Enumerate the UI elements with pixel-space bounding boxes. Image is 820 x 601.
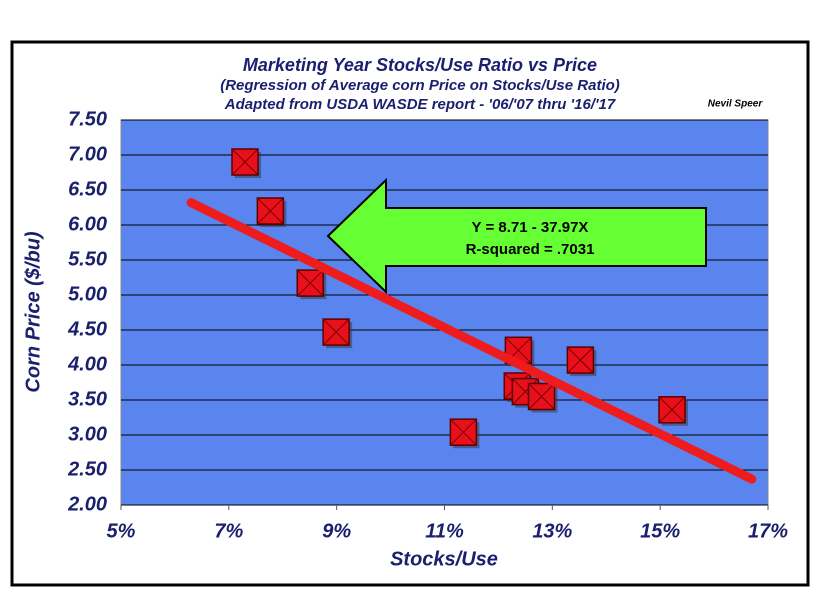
y-tick-label: 2.00 bbox=[67, 493, 107, 515]
x-tick-label: 9% bbox=[322, 520, 351, 542]
marker-cross bbox=[296, 269, 324, 297]
author: Nevil Speer bbox=[708, 99, 764, 110]
x-tick-label: 15% bbox=[640, 520, 680, 542]
y-tick-label: 4.50 bbox=[67, 318, 107, 340]
y-tick-label: 6.50 bbox=[68, 178, 107, 200]
marker-cross bbox=[528, 383, 555, 410]
marker-cross bbox=[450, 418, 477, 446]
trendline bbox=[186, 198, 757, 484]
x-tick-label: 5% bbox=[107, 520, 136, 542]
y-tick-label: 7.50 bbox=[68, 108, 107, 130]
marker-cross bbox=[231, 148, 259, 176]
chart-subtitle: (Regression of Average corn Price on Sto… bbox=[220, 77, 620, 94]
x-tick-label: 17% bbox=[748, 520, 788, 542]
source: Adapted from USDA WASDE report - '06/'07… bbox=[224, 96, 616, 113]
x-tick-label: 13% bbox=[532, 520, 572, 542]
y-tick-label: 3.50 bbox=[68, 388, 107, 410]
y-tick-label: 6.00 bbox=[68, 213, 107, 235]
y-tick-label: 2.50 bbox=[67, 458, 107, 480]
arrow bbox=[326, 177, 707, 295]
y-tick-label: 5.00 bbox=[68, 283, 107, 305]
marker-cross bbox=[658, 396, 686, 424]
x-axis-label: Stocks/Use bbox=[390, 548, 498, 570]
y-tick-label: 3.00 bbox=[68, 423, 107, 445]
y-axis-label: Corn Price ($/bu) bbox=[22, 231, 44, 392]
plot-area bbox=[120, 119, 769, 506]
x-tick-label: 7% bbox=[214, 520, 243, 542]
marker-cross bbox=[567, 346, 594, 374]
equation: Y = 8.71 - 37.97X bbox=[472, 219, 589, 236]
r-squared: R-squared = .7031 bbox=[466, 241, 595, 258]
marker-cross bbox=[256, 197, 284, 225]
y-tick-label: 4.00 bbox=[67, 353, 107, 375]
y-tick-label: 7.00 bbox=[68, 143, 107, 165]
chart-title: Marketing Year Stocks/Use Ratio vs Price bbox=[243, 55, 597, 75]
x-tick-label: 11% bbox=[425, 520, 464, 542]
y-tick-label: 5.50 bbox=[68, 248, 107, 270]
marker-cross bbox=[322, 318, 350, 346]
